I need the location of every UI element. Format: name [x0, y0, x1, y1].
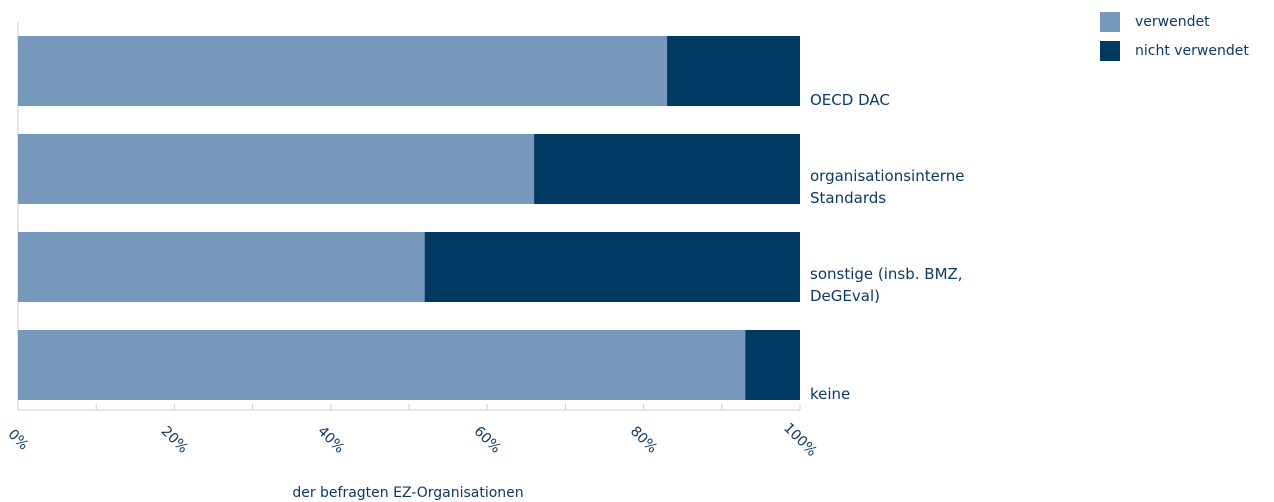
legend-swatch: [1100, 41, 1120, 61]
bar-segment: [424, 232, 800, 302]
category-label: sonstige (insb. BMZ, DeGEval): [810, 265, 963, 305]
x-tick-label: 20%: [158, 423, 191, 456]
bar-segment: [534, 134, 800, 204]
x-tick-label: 40%: [314, 423, 347, 456]
x-tick-label: 60%: [471, 423, 504, 456]
x-tick-label: 80%: [627, 423, 660, 456]
bar-segment: [667, 36, 800, 106]
legend-label: verwendet: [1135, 14, 1210, 30]
bar-segment: [18, 232, 425, 302]
x-axis-label: der befragten EZ-Organisationen: [292, 485, 523, 501]
bar-segment: [745, 330, 800, 400]
bar-segment: [18, 134, 535, 204]
bar-segment: [18, 330, 746, 400]
x-tick-label: 100%: [780, 420, 820, 460]
category-label: keine: [810, 385, 851, 403]
bar-segment: [18, 36, 668, 106]
x-tick-label: 0%: [4, 426, 31, 453]
category-label: organisationsinterne Standards: [810, 167, 965, 207]
category-label: OECD DAC: [810, 91, 890, 109]
legend-label: nicht verwendet: [1135, 43, 1249, 59]
legend-swatch: [1100, 12, 1120, 32]
